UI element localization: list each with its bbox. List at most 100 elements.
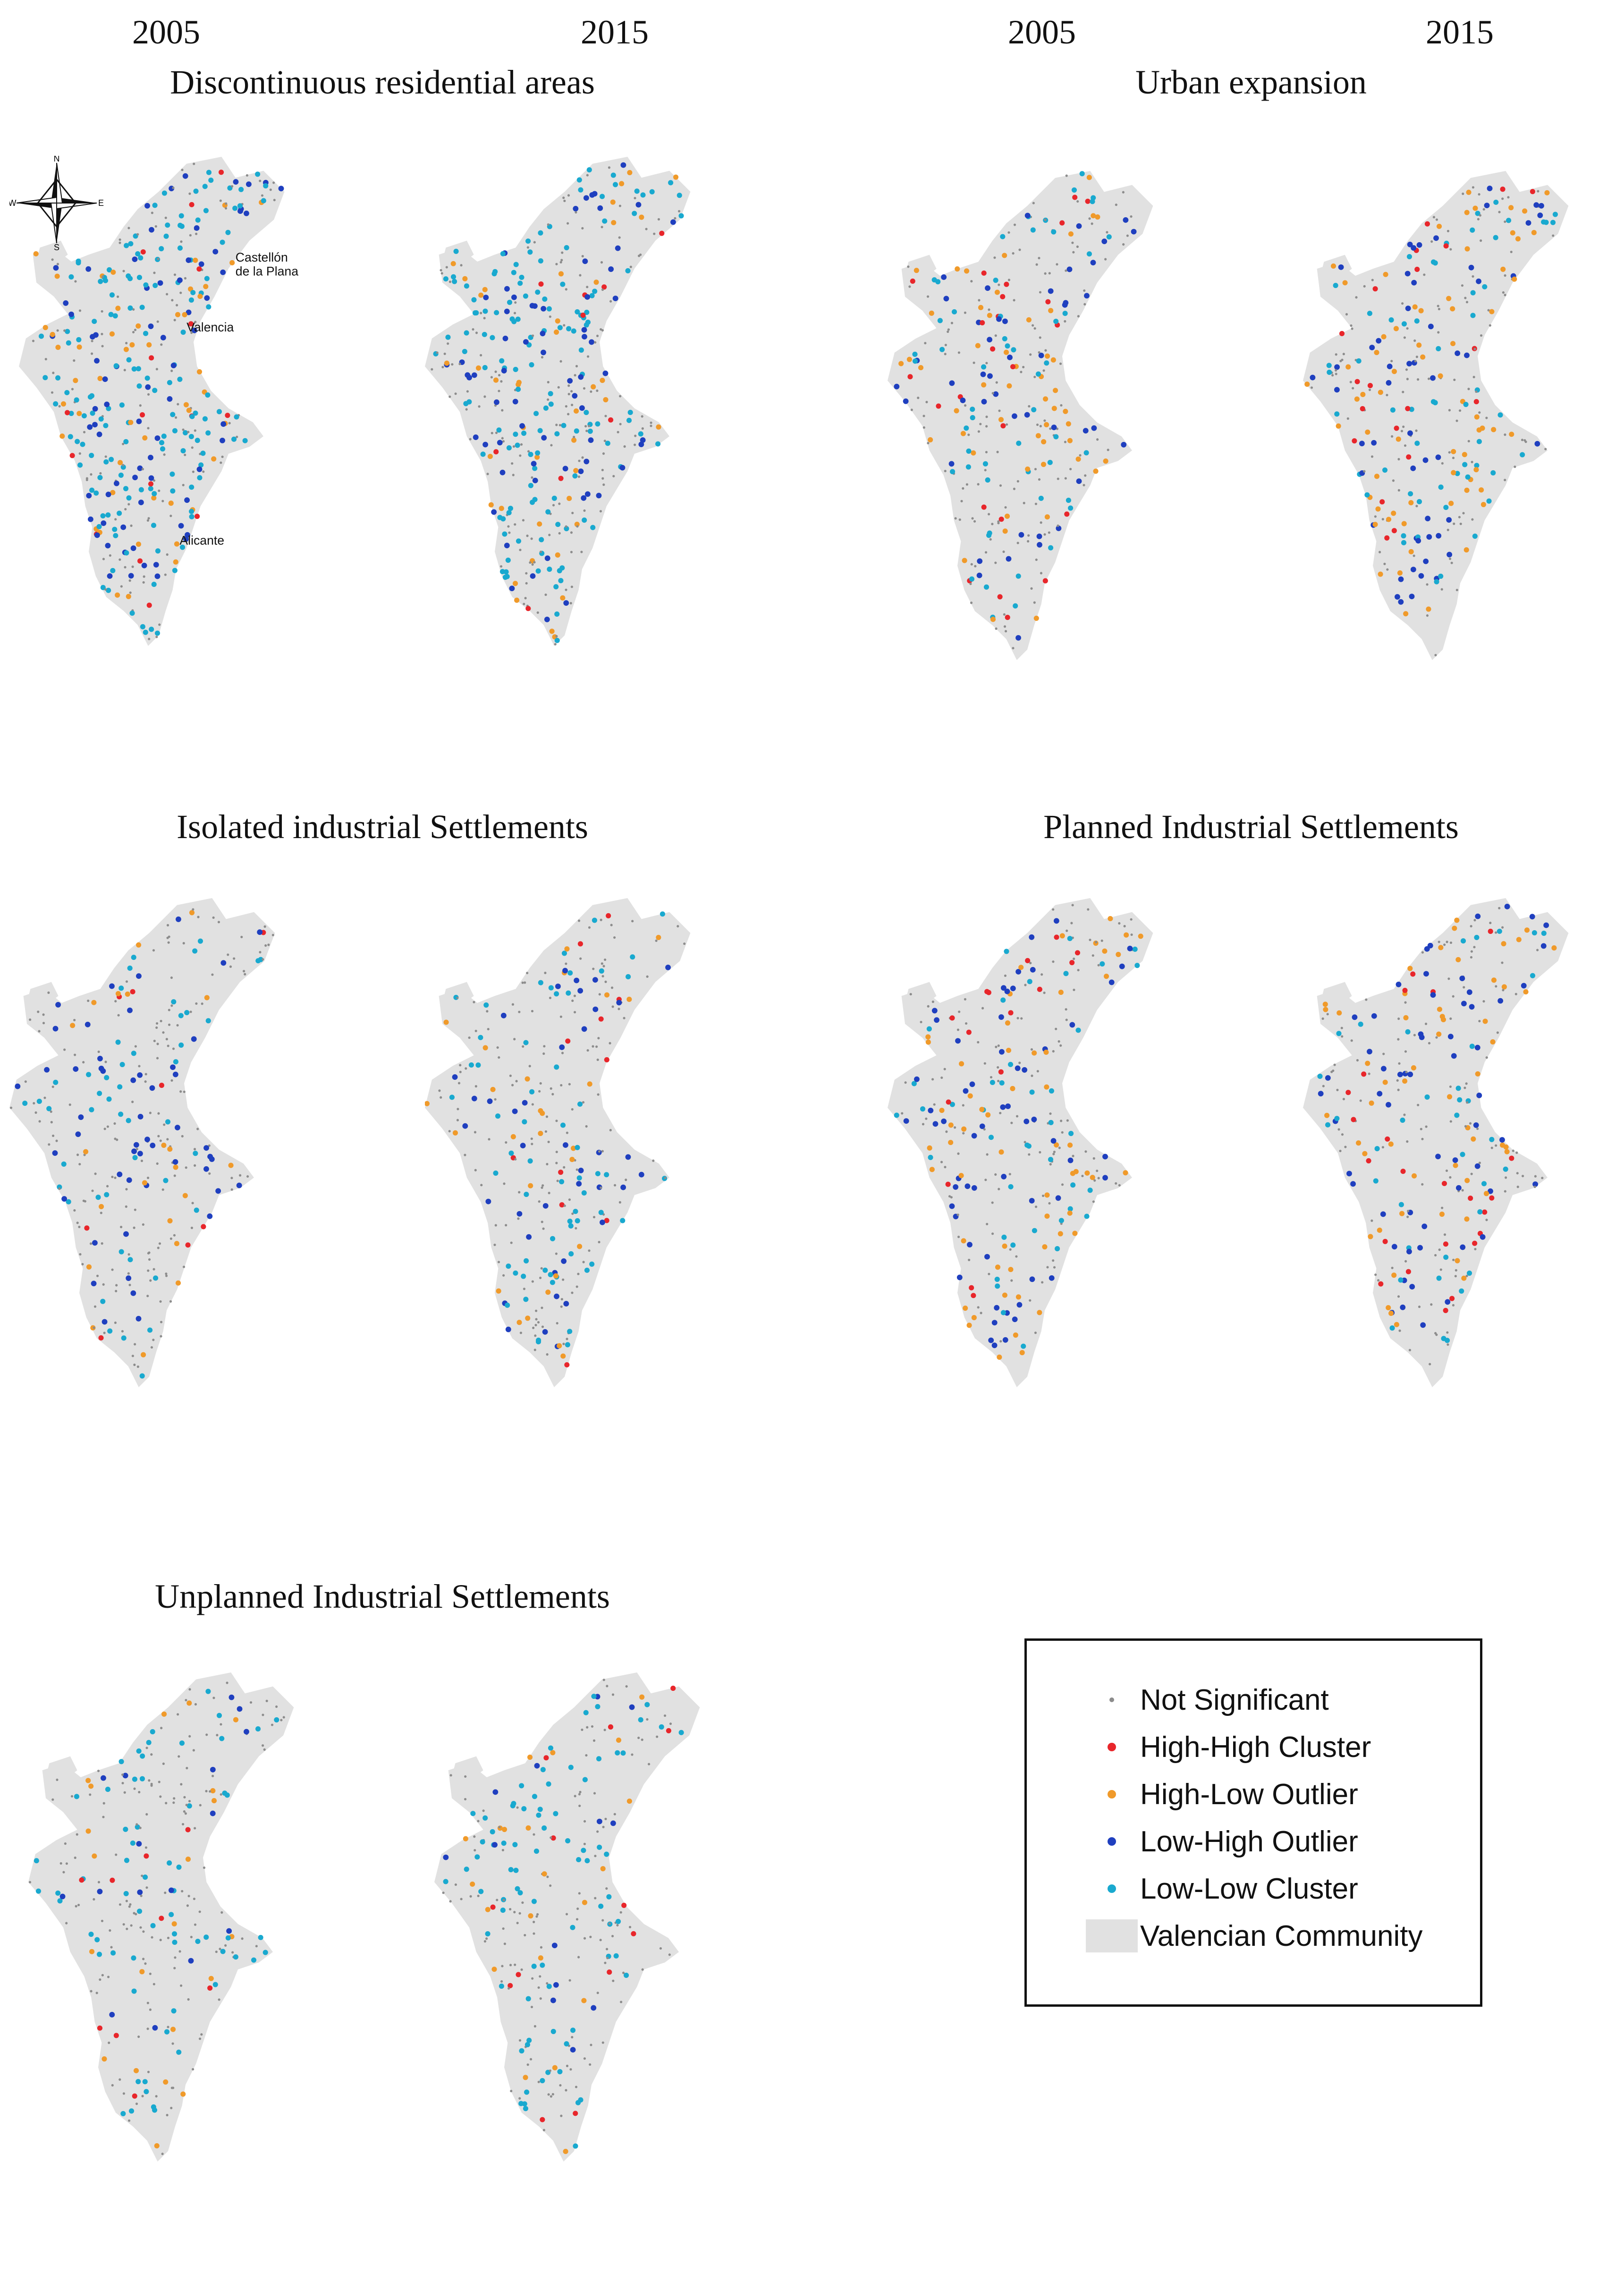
point-ns bbox=[1350, 324, 1353, 327]
point-ns bbox=[146, 1295, 149, 1298]
point-ll bbox=[532, 466, 538, 471]
point-ns bbox=[1504, 274, 1506, 277]
point-lh bbox=[941, 1118, 947, 1124]
point-ll bbox=[894, 1112, 899, 1118]
point-hl bbox=[927, 1145, 932, 1151]
point-hl bbox=[487, 454, 493, 459]
point-hl bbox=[462, 276, 468, 281]
point-ns bbox=[1033, 375, 1036, 378]
point-hh bbox=[98, 1335, 104, 1340]
point-ns bbox=[559, 2084, 562, 2087]
point-ll bbox=[495, 1113, 501, 1119]
point-ns bbox=[1406, 327, 1409, 330]
point-ll bbox=[151, 523, 157, 528]
point-ns bbox=[565, 2089, 567, 2092]
point-ns bbox=[1552, 234, 1555, 237]
point-ns bbox=[89, 1793, 92, 1796]
point-lh bbox=[203, 1145, 209, 1151]
point-ns bbox=[594, 1855, 597, 1858]
point-ns bbox=[1036, 423, 1039, 426]
point-hh bbox=[621, 1902, 627, 1908]
point-ns bbox=[529, 2058, 533, 2061]
point-ns bbox=[193, 162, 195, 165]
point-ns bbox=[115, 1853, 118, 1856]
point-hl bbox=[1345, 364, 1351, 370]
point-lh bbox=[88, 516, 93, 522]
point-lh bbox=[949, 380, 955, 386]
point-lh bbox=[244, 1729, 249, 1735]
point-ll bbox=[220, 1949, 226, 1954]
point-ll bbox=[1552, 212, 1558, 217]
point-ns bbox=[1478, 193, 1480, 196]
point-ll bbox=[970, 415, 975, 421]
point-ns bbox=[200, 2033, 203, 2036]
point-ns bbox=[957, 1152, 960, 1155]
point-lh bbox=[90, 334, 95, 340]
point-ns bbox=[56, 1778, 59, 1781]
point-hl bbox=[135, 323, 141, 329]
point-ll bbox=[949, 1102, 955, 1107]
point-hl bbox=[541, 1871, 547, 1877]
point-ns bbox=[565, 288, 567, 291]
point-ns bbox=[571, 2036, 574, 2039]
point-ns bbox=[1406, 378, 1409, 381]
point-ll bbox=[262, 1950, 268, 1955]
point-ll bbox=[482, 308, 488, 314]
point-ll bbox=[160, 446, 166, 452]
point-ns bbox=[514, 523, 516, 526]
point-ns bbox=[262, 1714, 264, 1716]
point-ll bbox=[255, 1726, 261, 1732]
point-ns bbox=[90, 1990, 93, 1993]
point-hh bbox=[1443, 1307, 1448, 1313]
point-ns bbox=[559, 360, 562, 363]
region-shape bbox=[425, 898, 691, 1387]
point-ns bbox=[1374, 1273, 1377, 1276]
point-hl bbox=[961, 1126, 967, 1132]
point-ns bbox=[172, 1801, 175, 1804]
point-lh bbox=[1469, 1004, 1475, 1010]
point-ns bbox=[161, 2153, 164, 2155]
point-ll bbox=[994, 1276, 1000, 1282]
point-ll bbox=[554, 431, 560, 437]
point-ll bbox=[1031, 407, 1037, 413]
point-lh bbox=[555, 984, 561, 989]
point-lh bbox=[1409, 1284, 1415, 1290]
point-ns bbox=[1013, 299, 1015, 302]
point-ll bbox=[586, 167, 592, 173]
point-ns bbox=[1435, 1036, 1438, 1039]
point-hl bbox=[954, 408, 959, 414]
point-ns bbox=[1065, 1018, 1068, 1021]
point-lh bbox=[1067, 1157, 1074, 1163]
point-ns bbox=[179, 1090, 182, 1093]
point-ns bbox=[108, 2041, 110, 2044]
point-hl bbox=[656, 934, 661, 940]
point-ns bbox=[650, 424, 652, 427]
point-ns bbox=[142, 1930, 145, 1933]
point-ns bbox=[1004, 974, 1007, 977]
point-ns bbox=[84, 1200, 86, 1203]
point-ns bbox=[582, 1261, 585, 1264]
point-lh bbox=[1310, 374, 1316, 381]
point-ll bbox=[118, 1111, 124, 1117]
point-ns bbox=[1048, 1202, 1051, 1205]
point-ns bbox=[135, 1147, 138, 1151]
point-hl bbox=[1452, 925, 1457, 931]
point-ll bbox=[81, 413, 87, 419]
point-ns bbox=[155, 1026, 158, 1029]
point-hl bbox=[1356, 1140, 1362, 1146]
point-ns bbox=[483, 395, 486, 398]
point-hl bbox=[1522, 208, 1528, 214]
point-ns bbox=[37, 1010, 40, 1013]
point-ns bbox=[48, 1143, 51, 1146]
city-label: de la Plana bbox=[236, 264, 298, 279]
point-ns bbox=[631, 920, 634, 923]
point-ns bbox=[561, 251, 564, 254]
point-ns bbox=[535, 1318, 538, 1321]
point-lh bbox=[471, 372, 477, 378]
point-ns bbox=[58, 405, 61, 408]
point-ns bbox=[1452, 457, 1455, 459]
point-ns bbox=[1475, 390, 1478, 393]
point-ns bbox=[1473, 946, 1476, 949]
point-ns bbox=[964, 311, 967, 314]
